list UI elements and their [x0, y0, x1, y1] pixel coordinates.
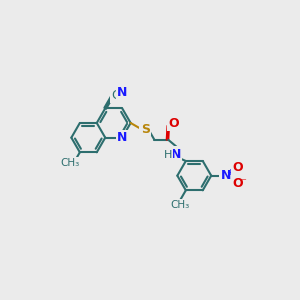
Text: C: C [111, 89, 120, 102]
Text: N: N [117, 131, 128, 144]
Text: S: S [141, 123, 150, 136]
Text: O: O [232, 161, 243, 175]
Text: CH₃: CH₃ [170, 200, 189, 210]
Text: N: N [171, 148, 181, 160]
Text: CH₃: CH₃ [60, 158, 80, 168]
Text: H: H [164, 150, 172, 160]
Text: O: O [168, 117, 179, 130]
Text: ⁻: ⁻ [241, 177, 247, 187]
Text: O: O [232, 177, 243, 190]
Text: N: N [117, 86, 128, 99]
Text: N: N [221, 169, 231, 182]
Text: +: + [226, 168, 233, 177]
